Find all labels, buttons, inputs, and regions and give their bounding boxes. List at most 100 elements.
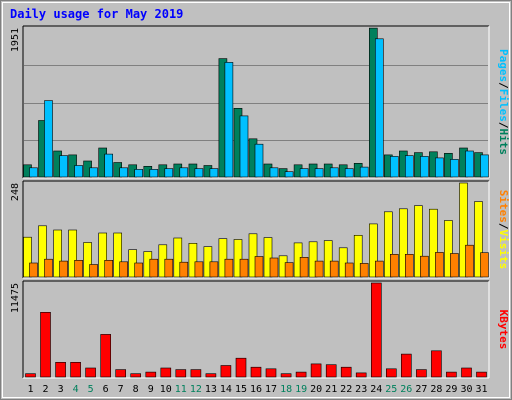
panel-background — [23, 281, 489, 378]
bar-kbytes-day-27 — [416, 369, 427, 378]
series-label-visits: Visits — [497, 230, 510, 270]
bar-kbytes-day-10 — [160, 367, 172, 378]
series-label-pages: Pages — [497, 49, 510, 82]
bar-sites-day-27 — [420, 255, 429, 278]
y-max-label: 1951 — [10, 28, 21, 52]
bar-visits-day-11 — [173, 237, 183, 278]
bar-visits-day-12 — [188, 243, 198, 278]
bar-sites-day-26 — [404, 254, 414, 278]
x-tick-label-11: 11 — [175, 384, 187, 395]
bar-visits-day-14 — [218, 238, 228, 278]
x-tick-label-16: 16 — [250, 384, 262, 395]
series-label-kbytes: KBytes — [497, 310, 510, 350]
x-axis: 1 2 3 4 5 6 7 8 9 10 11 12 13 14 15 16 17 18 19 20 21 22 23 24 2… — [27, 384, 487, 395]
bar-sites-day-2 — [44, 258, 53, 278]
bar-files-day-14 — [224, 62, 234, 178]
x-tick-label-18: 18 — [280, 384, 292, 395]
series-label-sites: Sites — [497, 190, 510, 223]
bar-visits-day-16 — [248, 233, 258, 278]
bar-kbytes-day-7 — [115, 369, 126, 378]
x-tick-label-10: 10 — [160, 384, 172, 395]
bar-kbytes-day-13 — [205, 373, 217, 378]
bar-sites-day-20 — [314, 260, 324, 278]
bar-visits-day-3 — [53, 229, 62, 278]
label-separator: / — [497, 122, 510, 129]
bar-files-day-7 — [119, 167, 128, 178]
bar-files-day-4 — [74, 165, 83, 178]
bar-sites-day-11 — [179, 261, 189, 278]
bar-kbytes-day-17 — [265, 368, 277, 378]
bar-files-day-5 — [89, 167, 98, 178]
bar-kbytes-day-19 — [295, 371, 307, 378]
bar-files-day-29 — [450, 159, 459, 178]
bar-visits-day-21 — [323, 240, 333, 278]
bar-sites-day-21 — [329, 260, 339, 278]
bar-visits-day-22 — [338, 247, 348, 278]
bar-sites-day-23 — [359, 263, 369, 278]
x-tick-label-15: 15 — [235, 384, 247, 395]
bar-sites-day-24 — [374, 260, 384, 278]
label-separator: / — [497, 82, 510, 89]
bar-kbytes-day-5 — [85, 367, 96, 378]
bar-kbytes-day-23 — [355, 372, 367, 378]
x-tick-label-12: 12 — [190, 384, 202, 395]
bar-files-day-21 — [329, 167, 339, 178]
bar-kbytes-day-28 — [431, 350, 442, 378]
bar-sites-day-3 — [59, 260, 68, 278]
chart-title: Daily usage for May 2019 — [10, 7, 183, 21]
x-tick-label-27: 27 — [415, 384, 427, 395]
bar-visits-day-23 — [353, 235, 363, 278]
x-tick-label-23: 23 — [355, 384, 367, 395]
bar-kbytes-day-9 — [145, 371, 157, 378]
x-tick-label-8: 8 — [133, 384, 139, 395]
bar-sites-day-19 — [299, 256, 309, 278]
x-tick-label-30: 30 — [460, 384, 472, 395]
bar-sites-day-5 — [89, 264, 98, 278]
bar-sites-day-8 — [134, 262, 143, 278]
series-label-hits: Hits — [497, 129, 510, 156]
x-tick-label-31: 31 — [475, 384, 487, 395]
bar-kbytes-day-22 — [340, 366, 352, 378]
bar-files-day-19 — [299, 168, 309, 178]
bar-kbytes-day-18 — [280, 373, 292, 378]
bar-files-day-6 — [104, 153, 113, 178]
x-tick-label-2: 2 — [42, 384, 48, 395]
bar-visits-day-20 — [308, 241, 318, 278]
bar-kbytes-day-31 — [476, 371, 487, 378]
bar-sites-day-31 — [480, 252, 489, 278]
bar-kbytes-day-3 — [55, 361, 66, 378]
bar-sites-day-29 — [450, 253, 459, 278]
bar-sites-day-30 — [465, 244, 474, 278]
series-label-files: Files — [497, 89, 510, 122]
bar-files-day-12 — [194, 168, 204, 178]
bar-kbytes-day-30 — [461, 367, 472, 378]
bar-files-day-3 — [59, 155, 68, 178]
bar-visits-day-17 — [263, 237, 273, 278]
bar-files-day-15 — [239, 115, 249, 178]
bar-kbytes-day-29 — [446, 371, 457, 378]
bar-visits-day-1 — [23, 236, 32, 278]
x-tick-label-20: 20 — [310, 384, 322, 395]
series-axis-label: Sites/Visits — [497, 190, 510, 270]
bar-files-day-28 — [435, 157, 444, 178]
bar-visits-day-6 — [98, 232, 107, 278]
bar-visits-day-7 — [113, 232, 122, 278]
y-max-label: 11475 — [10, 283, 21, 313]
x-tick-label-28: 28 — [430, 384, 442, 395]
bar-kbytes-day-11 — [175, 369, 187, 378]
bar-kbytes-day-1 — [25, 373, 36, 378]
x-tick-label-22: 22 — [340, 384, 352, 395]
x-tick-label-17: 17 — [265, 384, 277, 395]
bar-files-day-30 — [465, 150, 474, 178]
x-tick-label-6: 6 — [103, 384, 109, 395]
label-separator: / — [497, 223, 510, 230]
x-tick-label-25: 25 — [385, 384, 397, 395]
bar-visits-day-25 — [383, 211, 393, 278]
bar-files-day-20 — [314, 168, 324, 178]
x-tick-label-14: 14 — [220, 384, 232, 395]
bar-sites-day-16 — [254, 256, 264, 278]
bar-visits-day-26 — [398, 208, 408, 278]
x-tick-label-29: 29 — [445, 384, 457, 395]
bar-sites-day-15 — [239, 258, 249, 278]
bar-sites-day-9 — [149, 258, 159, 278]
